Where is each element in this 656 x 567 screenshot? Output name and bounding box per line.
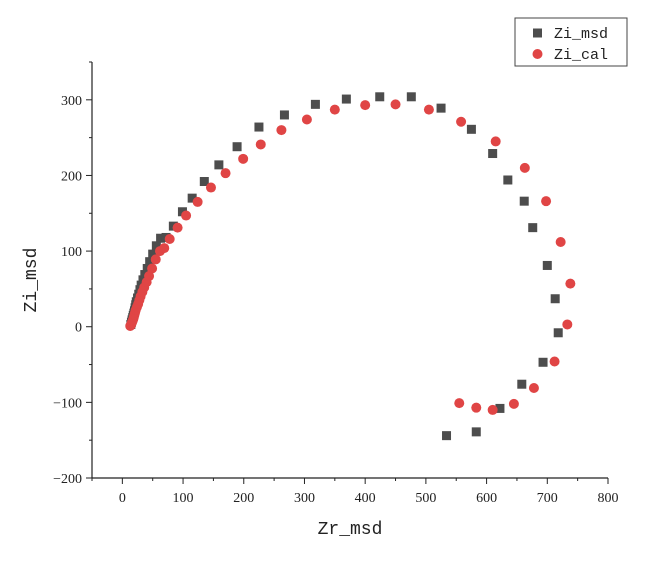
data-point-circle — [490, 136, 501, 147]
data-point-square — [471, 427, 481, 437]
data-point-circle — [181, 210, 192, 221]
data-point-square — [187, 193, 197, 203]
data-point-circle — [329, 104, 340, 115]
data-point-circle — [255, 139, 266, 150]
x-tick-label: 200 — [233, 491, 254, 506]
y-tick-label: −100 — [53, 396, 82, 411]
data-point-square — [550, 294, 560, 304]
data-point-square — [519, 196, 529, 206]
data-point-circle — [508, 398, 519, 409]
data-point-square — [375, 92, 385, 102]
data-point-square — [254, 122, 264, 132]
data-point-circle — [471, 402, 482, 413]
data-point-square — [442, 431, 452, 441]
data-point-square — [553, 328, 563, 338]
data-point-circle — [144, 271, 155, 282]
data-point-square — [528, 223, 538, 233]
y-axis-label: Zi_msd — [22, 248, 42, 313]
data-point-circle — [192, 196, 203, 207]
data-point-square — [177, 207, 187, 217]
y-tick-label: −200 — [53, 472, 82, 487]
data-point-square — [503, 175, 513, 185]
data-point-square — [199, 177, 209, 187]
legend: Zi_msd Zi_cal — [514, 17, 628, 67]
data-point-square — [517, 379, 527, 389]
y-tick-label: 200 — [61, 169, 82, 184]
data-markers — [125, 92, 576, 441]
data-point-square — [279, 110, 289, 120]
data-point-square — [495, 403, 505, 413]
data-point-square — [466, 124, 476, 134]
data-point-square — [406, 92, 416, 102]
x-tick-label: 600 — [476, 491, 497, 506]
data-point-circle — [238, 153, 249, 164]
data-point-circle — [541, 196, 552, 207]
data-point-circle — [454, 398, 465, 409]
data-point-square — [538, 357, 548, 367]
data-point-circle — [220, 168, 231, 179]
data-point-circle — [172, 222, 183, 233]
y-tick-label: 100 — [61, 245, 82, 260]
data-point-square — [341, 94, 351, 104]
data-point-circle — [147, 263, 158, 274]
data-point-square — [148, 249, 158, 259]
x-tick-label: 0 — [119, 491, 126, 506]
y-tick-label: 300 — [61, 94, 82, 109]
x-tick-label: 400 — [355, 491, 376, 506]
series-zi-cal — [125, 99, 576, 415]
data-point-square — [488, 149, 498, 159]
data-point-circle — [549, 356, 560, 367]
data-point-circle — [528, 382, 539, 393]
data-point-circle — [562, 319, 573, 330]
data-point-circle — [390, 99, 401, 110]
data-point-square — [151, 241, 161, 251]
data-point-circle — [565, 278, 576, 289]
data-point-circle — [205, 182, 216, 193]
data-point-circle — [519, 162, 530, 173]
plot-area — [91, 62, 608, 479]
data-point-circle — [276, 125, 287, 136]
data-point-square — [232, 142, 242, 152]
data-point-circle — [555, 237, 566, 248]
x-axis-label: Zr_msd — [318, 520, 383, 540]
data-point-square — [310, 99, 320, 109]
data-point-circle — [423, 104, 434, 115]
data-point-circle — [456, 116, 467, 127]
data-point-circle — [301, 114, 312, 125]
x-tick-label: 800 — [598, 491, 619, 506]
axis-ticks: 0 100 200 300 400 500 600 700 800 −200 −100 0 100 200… — [53, 61, 619, 506]
data-point-square — [156, 233, 166, 243]
legend-marker-square — [533, 28, 542, 38]
data-point-square — [436, 103, 446, 113]
data-point-square — [542, 260, 552, 270]
x-tick-label: 100 — [173, 491, 194, 506]
legend-box — [514, 17, 628, 67]
data-point-square — [214, 160, 224, 170]
data-point-circle — [150, 254, 161, 265]
x-tick-label: 700 — [537, 491, 558, 506]
legend-label: Zi_msd — [554, 26, 608, 43]
x-tick-label: 500 — [415, 491, 436, 506]
legend-label: Zi_cal — [554, 47, 608, 64]
data-point-circle — [360, 100, 371, 111]
data-point-square — [145, 257, 155, 267]
data-point-circle — [159, 243, 170, 254]
y-tick-label: 0 — [75, 321, 82, 336]
data-point-circle — [487, 404, 498, 415]
data-point-circle — [164, 233, 175, 244]
x-tick-label: 300 — [294, 491, 315, 506]
legend-marker-circle — [532, 49, 543, 59]
